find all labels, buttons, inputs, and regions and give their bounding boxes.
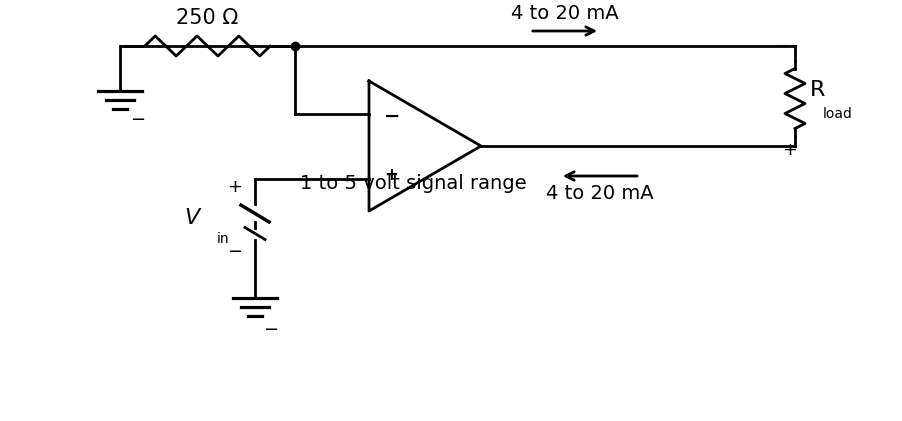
Text: +: +: [782, 141, 796, 159]
Text: −: −: [130, 111, 145, 129]
Text: R: R: [809, 80, 824, 101]
Text: 4 to 20 mA: 4 to 20 mA: [511, 4, 618, 23]
Text: 250 Ω: 250 Ω: [176, 8, 238, 28]
Text: 4 to 20 mA: 4 to 20 mA: [546, 184, 653, 203]
Text: −: −: [383, 107, 400, 126]
Text: −: −: [227, 242, 243, 261]
Text: in: in: [216, 232, 229, 247]
Text: −: −: [775, 38, 789, 56]
Text: +: +: [383, 166, 398, 184]
Text: load: load: [822, 107, 851, 120]
Text: 1 to 5 volt signal range: 1 to 5 volt signal range: [299, 174, 526, 193]
Text: V: V: [185, 208, 199, 229]
Text: −: −: [262, 321, 278, 339]
Text: +: +: [227, 179, 243, 197]
